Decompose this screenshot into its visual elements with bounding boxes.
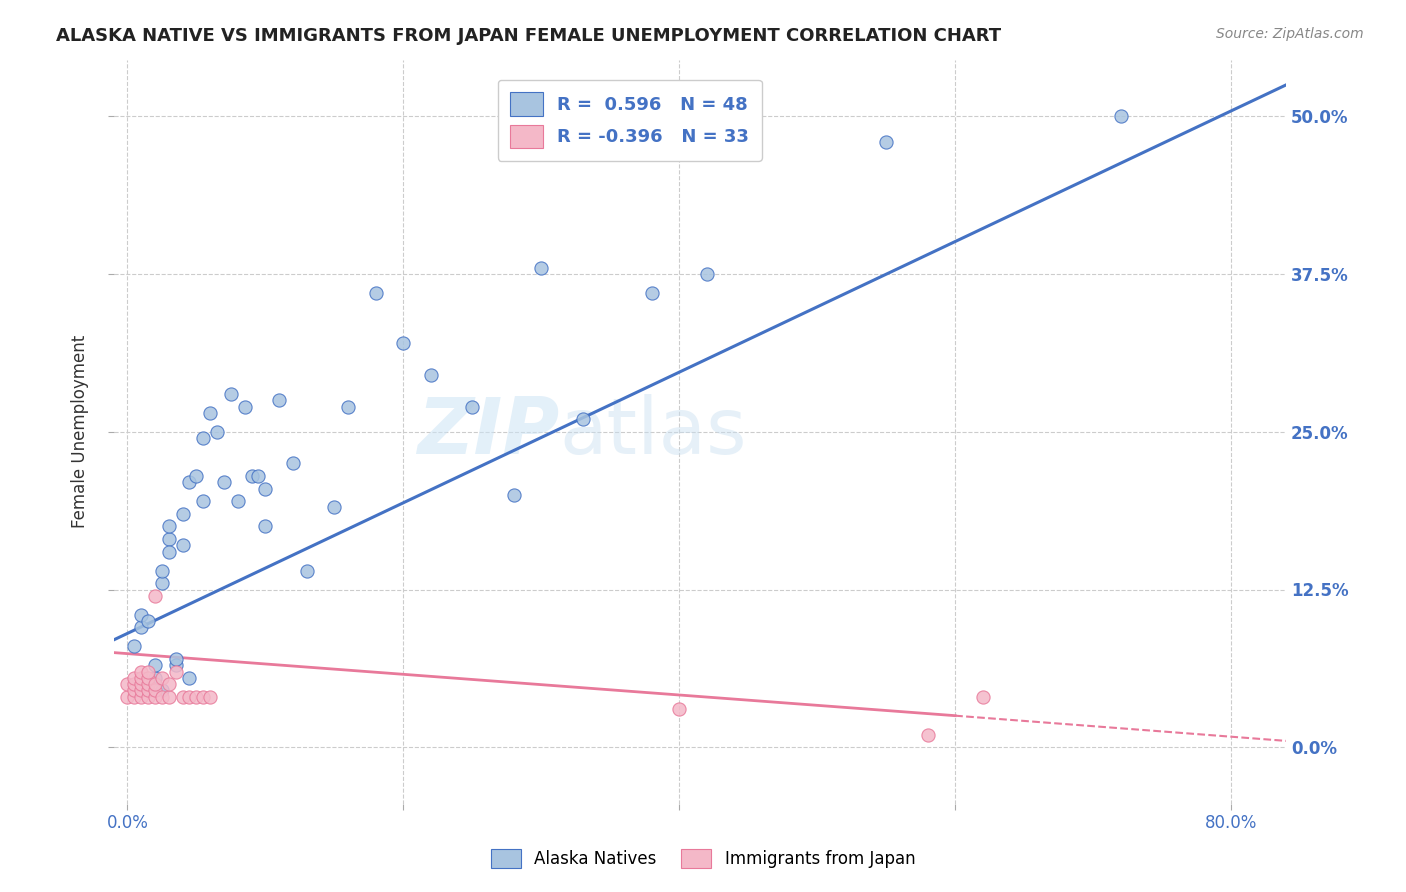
Point bbox=[122, 683, 145, 698]
Point bbox=[295, 564, 318, 578]
Point bbox=[198, 690, 221, 704]
Point bbox=[136, 671, 159, 685]
Point bbox=[122, 671, 145, 685]
Point bbox=[129, 607, 152, 622]
Point bbox=[165, 658, 187, 673]
Point bbox=[254, 482, 277, 496]
Point bbox=[150, 690, 173, 704]
Point bbox=[640, 285, 662, 300]
Point bbox=[205, 425, 228, 439]
Legend: R =  0.596   N = 48, R = -0.396   N = 33: R = 0.596 N = 48, R = -0.396 N = 33 bbox=[498, 79, 762, 161]
Point bbox=[172, 538, 194, 552]
Point bbox=[193, 431, 215, 445]
Point bbox=[364, 285, 387, 300]
Point bbox=[129, 671, 152, 685]
Point bbox=[129, 690, 152, 704]
Point bbox=[143, 589, 166, 603]
Point bbox=[193, 690, 215, 704]
Point bbox=[226, 494, 249, 508]
Point bbox=[233, 400, 256, 414]
Point bbox=[157, 677, 180, 691]
Point bbox=[972, 690, 994, 704]
Point bbox=[247, 469, 270, 483]
Point bbox=[502, 488, 524, 502]
Point bbox=[179, 690, 201, 704]
Point bbox=[143, 690, 166, 704]
Point bbox=[122, 690, 145, 704]
Point bbox=[129, 677, 152, 691]
Text: ALASKA NATIVE VS IMMIGRANTS FROM JAPAN FEMALE UNEMPLOYMENT CORRELATION CHART: ALASKA NATIVE VS IMMIGRANTS FROM JAPAN F… bbox=[56, 27, 1001, 45]
Point bbox=[136, 677, 159, 691]
Point bbox=[129, 683, 152, 698]
Point bbox=[136, 683, 159, 698]
Point bbox=[136, 690, 159, 704]
Y-axis label: Female Unemployment: Female Unemployment bbox=[72, 335, 89, 528]
Point bbox=[122, 640, 145, 654]
Point bbox=[150, 564, 173, 578]
Point bbox=[668, 702, 690, 716]
Point bbox=[136, 614, 159, 628]
Point bbox=[198, 406, 221, 420]
Point bbox=[917, 728, 939, 742]
Point bbox=[117, 677, 139, 691]
Point bbox=[165, 652, 187, 666]
Point bbox=[193, 494, 215, 508]
Point bbox=[337, 400, 360, 414]
Point bbox=[157, 532, 180, 546]
Point bbox=[419, 368, 441, 382]
Point bbox=[875, 135, 897, 149]
Point bbox=[136, 665, 159, 679]
Point bbox=[150, 683, 173, 698]
Point bbox=[212, 475, 235, 490]
Point bbox=[269, 393, 291, 408]
Point bbox=[150, 671, 173, 685]
Point bbox=[129, 620, 152, 634]
Point bbox=[530, 260, 553, 275]
Point bbox=[136, 683, 159, 698]
Point bbox=[281, 456, 304, 470]
Point bbox=[122, 677, 145, 691]
Point bbox=[157, 690, 180, 704]
Text: Source: ZipAtlas.com: Source: ZipAtlas.com bbox=[1216, 27, 1364, 41]
Text: ZIP: ZIP bbox=[418, 393, 560, 470]
Point bbox=[165, 665, 187, 679]
Point bbox=[143, 683, 166, 698]
Point bbox=[157, 544, 180, 558]
Text: atlas: atlas bbox=[560, 393, 747, 470]
Point bbox=[696, 267, 718, 281]
Point bbox=[143, 658, 166, 673]
Point bbox=[179, 475, 201, 490]
Point bbox=[117, 690, 139, 704]
Point bbox=[219, 387, 242, 401]
Point bbox=[571, 412, 593, 426]
Point bbox=[186, 690, 208, 704]
Point bbox=[150, 576, 173, 591]
Point bbox=[157, 519, 180, 533]
Point bbox=[179, 671, 201, 685]
Legend: Alaska Natives, Immigrants from Japan: Alaska Natives, Immigrants from Japan bbox=[484, 842, 922, 875]
Point bbox=[172, 507, 194, 521]
Point bbox=[129, 665, 152, 679]
Point bbox=[143, 677, 166, 691]
Point bbox=[172, 690, 194, 704]
Point bbox=[240, 469, 263, 483]
Point bbox=[392, 336, 415, 351]
Point bbox=[254, 519, 277, 533]
Point bbox=[186, 469, 208, 483]
Point bbox=[1109, 109, 1132, 123]
Point bbox=[143, 671, 166, 685]
Point bbox=[323, 500, 346, 515]
Point bbox=[461, 400, 484, 414]
